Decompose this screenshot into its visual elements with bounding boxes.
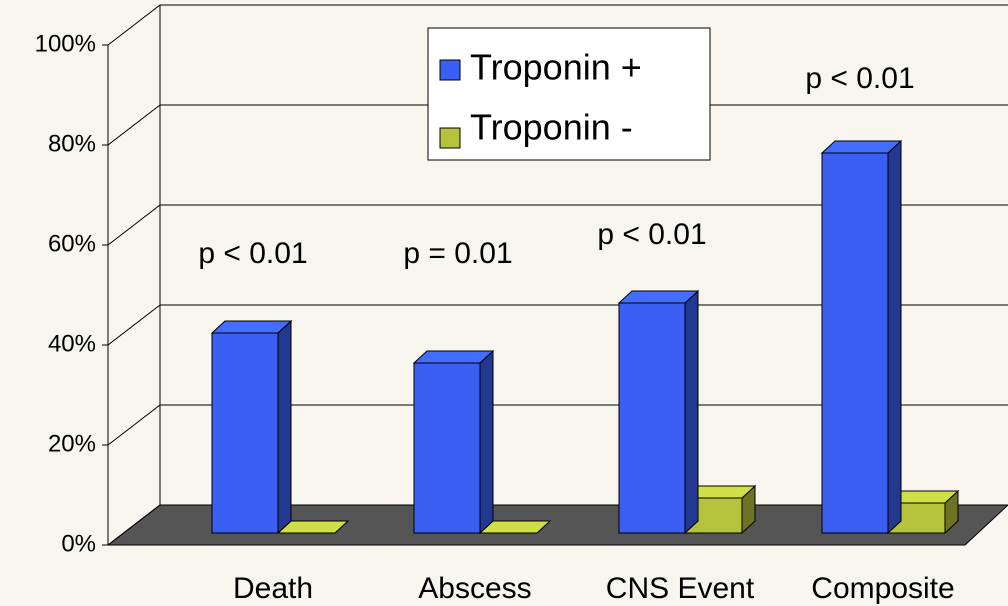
grid-line [107, 204, 1008, 246]
bar-face [412, 350, 495, 364]
bar-face [820, 140, 903, 154]
bar-face [211, 332, 279, 534]
annotation: p < 0.01 [198, 237, 307, 270]
legend-box [427, 27, 711, 161]
bar [617, 289, 700, 535]
bar-face [617, 290, 700, 304]
annotation: p = 0.01 [403, 237, 512, 270]
x-tick-label: Abscess [418, 572, 531, 605]
grid-line [107, 404, 1008, 446]
bar-face [618, 302, 686, 534]
y-tick-label: 60% [48, 230, 96, 257]
legend-swatch [439, 59, 461, 81]
grid-line [107, 304, 1008, 346]
bar [276, 520, 350, 534]
y-tick-label: 80% [48, 130, 96, 157]
bar [210, 319, 293, 535]
bar [886, 489, 960, 535]
bar [683, 484, 757, 535]
bar-face [684, 289, 699, 535]
annotation: p < 0.01 [805, 62, 914, 95]
y-tick-label: 100% [35, 30, 96, 57]
grid-line [107, 4, 1008, 46]
grid-line [107, 104, 1008, 146]
bar-face [210, 320, 293, 334]
bar-face [479, 349, 494, 535]
x-tick-label: CNS Event [606, 572, 755, 605]
legend-label: Troponin - [470, 107, 633, 148]
x-tick-label: Death [233, 572, 313, 605]
y-tick-label: 0% [61, 530, 96, 557]
legend-swatch [439, 127, 461, 149]
bar [820, 139, 903, 535]
y-tick-label: 20% [48, 430, 96, 457]
x-tick-label: Composite [811, 572, 954, 605]
annotation: p < 0.01 [597, 218, 706, 251]
legend-label: Troponin + [470, 47, 642, 88]
y-tick-label: 40% [48, 330, 96, 357]
bar [412, 349, 495, 535]
bar-face [821, 152, 889, 534]
bar-face [887, 139, 902, 535]
bar-face [413, 362, 481, 534]
bar-face [277, 319, 292, 535]
